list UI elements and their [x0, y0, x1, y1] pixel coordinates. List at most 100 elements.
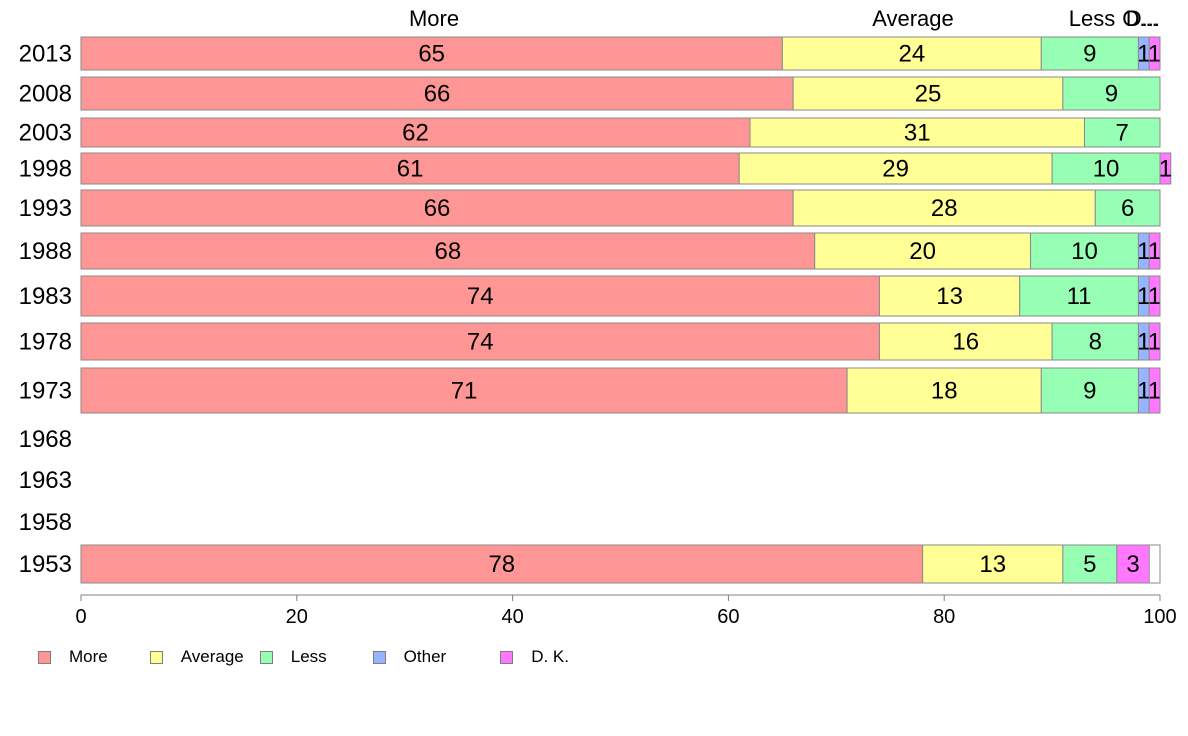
year-label: 2008 [19, 81, 72, 108]
bar-segment-average [846, 367, 1042, 414]
legend-item: D. K. [500, 647, 569, 667]
data-label: 68 [435, 238, 462, 265]
data-label: 1 [1148, 41, 1161, 68]
legend-item: Average [149, 647, 244, 667]
data-label: 29 [882, 156, 909, 183]
bar-segment-less [1062, 76, 1161, 111]
data-label: 71 [451, 378, 478, 405]
bar-outline [80, 152, 1161, 185]
data-label: 66 [424, 81, 451, 108]
data-label: 74 [467, 283, 494, 310]
x-tick-label: 0 [75, 606, 86, 628]
data-label: 7 [1116, 120, 1129, 147]
bar-outline [80, 367, 1161, 414]
data-label: 5 [1083, 551, 1096, 578]
bar-segment-more [80, 36, 783, 71]
data-label: 20 [909, 238, 936, 265]
bar-outline [80, 189, 1161, 227]
year-label: 2003 [19, 120, 72, 147]
year-label: 1958 [19, 509, 72, 536]
legend-item: Less [259, 647, 327, 667]
x-tick-label: 40 [501, 606, 523, 628]
legend-swatch [500, 650, 514, 664]
data-label: 16 [952, 329, 979, 356]
data-label: 1 [1159, 156, 1172, 183]
column-header: Less [1069, 6, 1115, 31]
legend-swatch [372, 650, 386, 664]
data-label: 66 [424, 195, 451, 222]
bar-segment-more [80, 152, 740, 185]
bar-outline [80, 275, 1161, 317]
year-label: 1963 [19, 467, 72, 494]
legend-label: More [69, 647, 108, 666]
bar-segment-more [80, 322, 880, 361]
x-tick-label: 60 [717, 606, 739, 628]
bar-outline [80, 232, 1161, 270]
data-label: 24 [898, 41, 925, 68]
data-label: 1 [1137, 329, 1150, 356]
legend-label: D. K. [531, 647, 569, 666]
legend-label: Average [180, 647, 244, 666]
legend-item: More [38, 647, 108, 667]
bar-segment-more [80, 232, 816, 270]
year-label: 1983 [19, 283, 72, 310]
year-label: 1988 [19, 238, 72, 265]
bar-outline [80, 76, 1161, 111]
data-label: 31 [904, 120, 931, 147]
bar-segment-average [749, 117, 1085, 148]
column-header: Average [872, 6, 954, 31]
data-label: 1 [1148, 238, 1161, 265]
legend-swatch [38, 650, 51, 664]
bar-segment-average [781, 36, 1042, 71]
year-label: 1998 [19, 156, 72, 183]
legend-label: Less [290, 647, 327, 666]
data-label: 13 [979, 551, 1006, 578]
x-tick-label: 100 [1143, 606, 1176, 628]
bar-segment-average [792, 76, 1064, 111]
bar-segment-average [922, 544, 1064, 584]
data-label: 9 [1105, 81, 1118, 108]
year-label: 1953 [19, 551, 72, 578]
data-label: 1 [1137, 238, 1150, 265]
year-label: 1978 [19, 329, 72, 356]
data-label: 62 [402, 120, 429, 147]
x-tick-label: 80 [933, 606, 955, 628]
bar-segment-average [878, 275, 1021, 317]
bar-segment-less [1030, 232, 1139, 270]
data-label: 78 [488, 551, 515, 578]
year-label: 1973 [19, 378, 72, 405]
year-label: 1968 [19, 426, 72, 453]
data-label: 65 [418, 41, 445, 68]
data-label: 11 [1067, 283, 1092, 310]
data-label: 3 [1126, 551, 1139, 578]
column-header: D... [1126, 6, 1160, 31]
data-label: 1 [1148, 378, 1161, 405]
bar-segment-less [1019, 275, 1139, 317]
legend-item: Other [372, 647, 447, 667]
bar-outline [80, 322, 1161, 361]
bar-outline [80, 36, 1161, 71]
data-label: 10 [1071, 238, 1098, 265]
data-label: 9 [1083, 41, 1096, 68]
data-label: 8 [1089, 329, 1102, 356]
data-label: 1 [1137, 283, 1150, 310]
data-label: 1 [1148, 329, 1161, 356]
legend-swatch [259, 650, 273, 664]
year-label: 2013 [19, 41, 72, 68]
data-label: 6 [1121, 195, 1134, 222]
year-label: 1993 [19, 195, 72, 222]
data-label: 1 [1148, 283, 1161, 310]
data-label: 18 [931, 378, 958, 405]
data-label: 10 [1093, 156, 1120, 183]
data-label: 28 [931, 195, 958, 222]
column-header: O... [1122, 6, 1157, 31]
legend-swatch [149, 650, 163, 664]
data-label: 61 [397, 156, 424, 183]
bar-segment-more [80, 544, 924, 584]
data-label: 1 [1137, 41, 1150, 68]
bar-segment-average [878, 322, 1053, 361]
bar-segment-average [814, 232, 1032, 270]
legend-label: Other [403, 647, 447, 666]
column-header: More [409, 6, 459, 31]
